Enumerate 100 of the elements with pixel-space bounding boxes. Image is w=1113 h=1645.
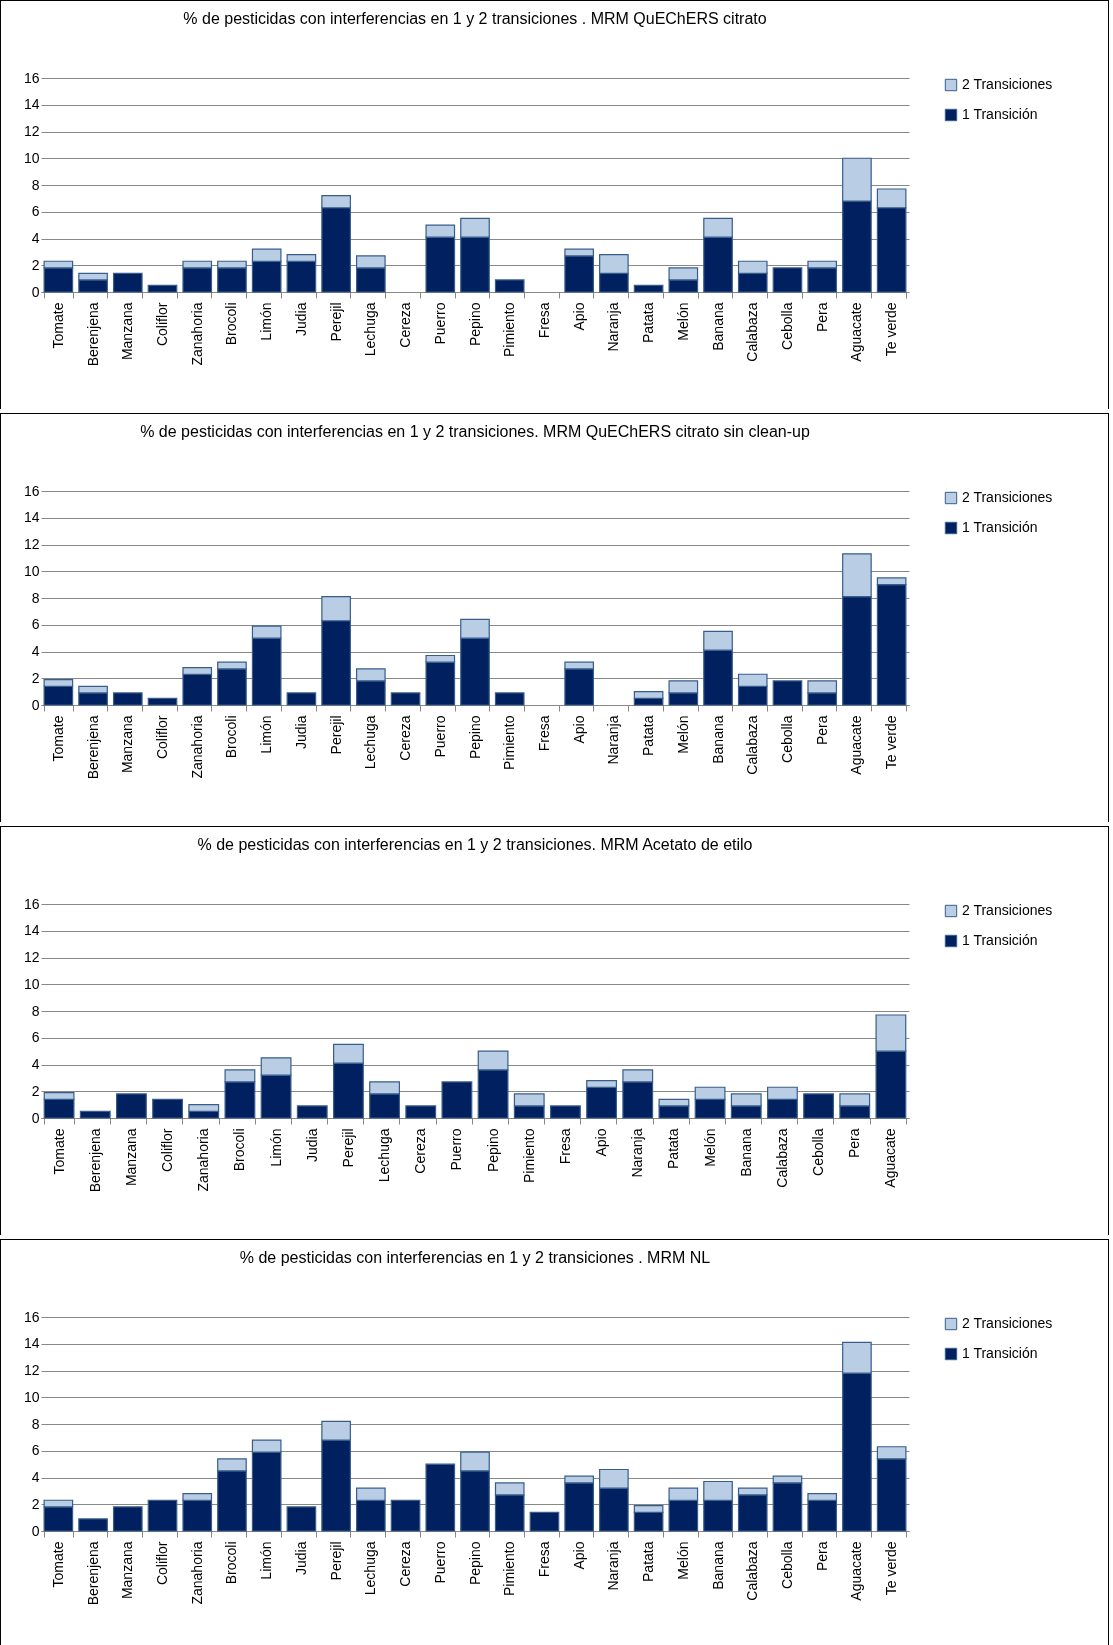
x-tick-label: Apio [570, 1541, 587, 1570]
legend-label: 1 Transición [962, 519, 1038, 535]
y-tick-label: 2 [31, 1082, 40, 1099]
x-tick-label: Manzana [122, 1128, 139, 1187]
x-tick-label: Tomate [49, 302, 66, 349]
y-tick-label: 0 [31, 1522, 40, 1539]
chart-title: % de pesticidas con interferencias en 1 y 2 transiciones. MRM QuEChERS citrato sin clean-up [140, 423, 810, 440]
y-tick-label: 16 [23, 482, 40, 499]
y-tick-label: 10 [23, 1388, 40, 1405]
x-tick-label: Calabaza [744, 715, 761, 775]
y-tick-label: 4 [31, 1469, 40, 1485]
x-tick-label: Banana [709, 302, 726, 351]
y-tick-label: 6 [31, 1029, 40, 1046]
x-tick-label: Puerro [431, 1541, 448, 1584]
x-tick-label: Puerro [431, 715, 448, 758]
x-tick-label: Patata [640, 715, 657, 756]
x-tick-label: Zanahoria [188, 715, 205, 779]
x-tick-label: Perejil [339, 1128, 356, 1168]
bar [286, 1506, 317, 1532]
legend-label: 2 Transiciones [962, 76, 1053, 92]
y-tick-label: 16 [23, 1308, 40, 1325]
x-tick-label: Aguacate [848, 715, 865, 775]
y-tick-label: 12 [23, 536, 40, 552]
x-tick-label: Coliflor [159, 1128, 176, 1173]
y-tick-label: 6 [31, 203, 40, 220]
bar [425, 1463, 456, 1532]
x-tick-label: Fresa [535, 302, 552, 339]
bar [79, 1110, 111, 1119]
x-tick-label: Manzana [119, 715, 136, 774]
x-tick-label: Cebolla [778, 302, 795, 350]
y-tick-label: 4 [31, 1056, 40, 1072]
x-tick-label: Berenjena [84, 1541, 101, 1606]
x-tick-label: Limón [258, 715, 275, 754]
bar [286, 692, 317, 706]
x-tick-label: Puerro [448, 1128, 465, 1171]
y-tick-label: 10 [23, 562, 40, 579]
y-tick-label: 8 [31, 1002, 40, 1019]
bar [112, 692, 143, 706]
x-tick-label: Te verde [883, 302, 900, 357]
x-tick-label: Apio [593, 1128, 610, 1157]
y-tick-label: 12 [23, 123, 40, 139]
legend-label: 2 Transiciones [962, 902, 1053, 918]
x-tick-label: Pimiento [520, 1128, 537, 1183]
bar [112, 272, 143, 293]
x-tick-label: Brocoli [231, 1128, 248, 1172]
x-tick-label: Berenjena [84, 302, 101, 367]
bar [405, 1105, 437, 1119]
x-tick-label: Banana [709, 1541, 726, 1590]
bar [152, 1098, 184, 1119]
x-tick-label: Calabaza [744, 1541, 761, 1601]
bar [494, 279, 525, 293]
x-tick-label: Berenjena [86, 1128, 103, 1193]
x-tick-label: Fresa [556, 1128, 573, 1165]
x-tick-label: Tomate [49, 1541, 66, 1588]
x-tick-label: Judia [303, 1128, 320, 1162]
x-tick-label: Calabaza [773, 1128, 790, 1188]
x-tick-label: Naranja [605, 1541, 622, 1591]
x-tick-label: Coliflor [154, 1541, 171, 1586]
x-tick-label: Brocoli [223, 715, 240, 759]
x-tick-label: Banana [709, 715, 726, 764]
y-tick-label: 2 [31, 256, 40, 273]
x-tick-label: Lechuga [362, 1541, 379, 1596]
x-tick-label: Zanahoria [188, 302, 205, 366]
y-tick-label: 4 [31, 230, 40, 246]
x-tick-label: Cereza [397, 1541, 414, 1587]
x-tick-label: Limón [267, 1128, 284, 1167]
y-tick-label: 4 [31, 643, 40, 659]
x-tick-label: Te verde [883, 715, 900, 770]
x-tick-label: Banana [737, 1128, 754, 1177]
y-tick-label: 14 [23, 96, 40, 113]
y-tick-label: 14 [23, 922, 40, 939]
y-tick-label: 16 [23, 895, 40, 912]
y-tick-label: 2 [31, 1495, 40, 1512]
x-tick-label: Calabaza [744, 302, 761, 362]
bar [772, 680, 803, 706]
x-tick-label: Pera [813, 1541, 830, 1572]
x-tick-label: Puerro [431, 302, 448, 345]
bar [494, 692, 525, 706]
x-tick-label: Pepino [466, 302, 483, 347]
x-tick-label: Aguacate [848, 302, 865, 362]
x-tick-label: Lechuga [362, 302, 379, 357]
y-tick-label: 14 [23, 1335, 40, 1352]
bar [772, 267, 803, 293]
bar [390, 692, 421, 706]
bar [112, 1506, 143, 1532]
x-tick-label: Melón [674, 1541, 691, 1580]
bar [147, 284, 178, 293]
x-tick-label: Judia [292, 1541, 309, 1575]
x-tick-label: Pimiento [501, 715, 518, 770]
x-tick-label: Coliflor [154, 715, 171, 760]
y-tick-label: 0 [31, 283, 40, 300]
x-tick-label: Cebolla [778, 1541, 795, 1589]
x-tick-label: Berenjena [84, 715, 101, 780]
x-tick-label: Fresa [535, 1541, 552, 1578]
x-tick-label: Manzana [119, 1541, 136, 1600]
x-tick-label: Cereza [412, 1128, 429, 1174]
x-tick-label: Naranja [629, 1128, 646, 1178]
x-tick-label: Pimiento [501, 1541, 518, 1596]
x-tick-label: Pepino [466, 1541, 483, 1586]
x-tick-label: Lechuga [376, 1128, 393, 1183]
